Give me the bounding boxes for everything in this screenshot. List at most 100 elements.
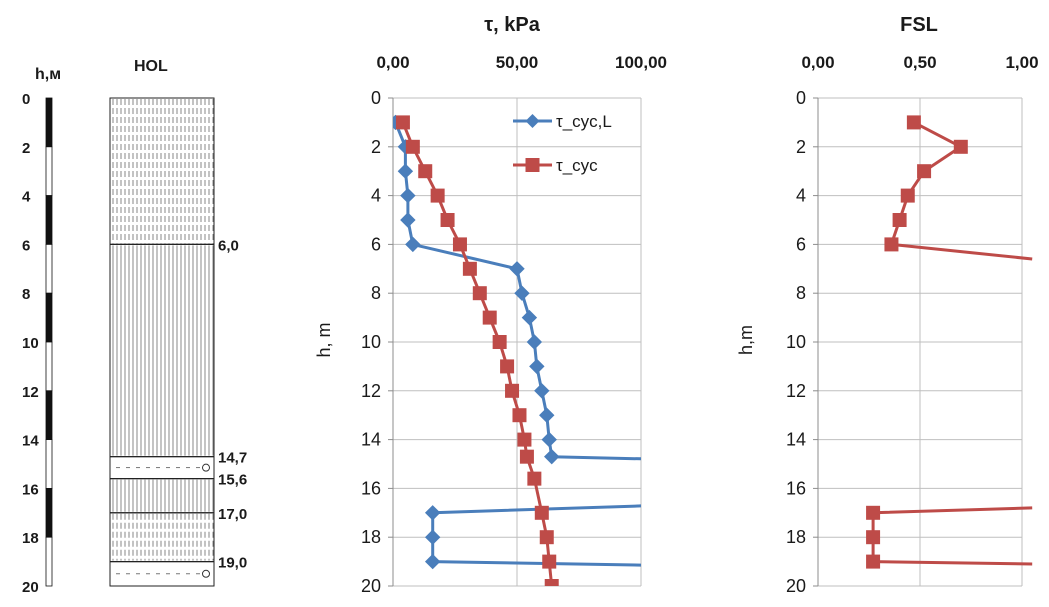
y-tick-label: 0 bbox=[796, 88, 806, 108]
y-tick-label: 8 bbox=[371, 283, 381, 303]
x-tick-label: 50,00 bbox=[496, 53, 539, 72]
tau-chart-series bbox=[393, 114, 641, 586]
depth-tick-label: 16 bbox=[22, 481, 39, 498]
data-point-diamond bbox=[424, 505, 441, 521]
y-tick-label: 20 bbox=[361, 576, 381, 596]
data-point-diamond bbox=[424, 553, 441, 570]
data-point-square bbox=[534, 505, 549, 520]
y-tick-label: 18 bbox=[361, 527, 381, 547]
data-point-diamond bbox=[405, 236, 421, 253]
data-point-square bbox=[866, 530, 881, 545]
depth-scale: 0 2 4 6 8 10 12 14 16 18 20 bbox=[22, 91, 53, 596]
legend-marker-diamond bbox=[525, 114, 540, 128]
column-label: HOL bbox=[134, 58, 168, 75]
data-point-square bbox=[900, 188, 915, 203]
data-point-square bbox=[542, 554, 557, 569]
data-point-square bbox=[452, 237, 467, 252]
tau-chart-y-ticks: 0 2 4 6 8 10 12 14 16 18 20 bbox=[361, 88, 393, 596]
legend-label: τ_cyc bbox=[556, 156, 598, 175]
y-tick-label: 20 bbox=[786, 576, 806, 596]
y-tick-label: 10 bbox=[786, 332, 806, 352]
data-point-square bbox=[395, 115, 410, 130]
y-tick-label: 14 bbox=[361, 430, 381, 450]
legend-marker-square bbox=[525, 158, 540, 172]
legend-label: τ_cyc,L bbox=[556, 112, 612, 131]
depth-scale-segment bbox=[45, 390, 53, 440]
y-tick-label: 6 bbox=[796, 234, 806, 254]
y-tick-label: 18 bbox=[786, 527, 806, 547]
series-line-2 bbox=[401, 121, 554, 586]
data-point-diamond bbox=[514, 285, 530, 301]
x-tick-label: 0,00 bbox=[801, 53, 834, 72]
depth-tick-label: 8 bbox=[22, 286, 30, 303]
data-point-square bbox=[462, 261, 477, 276]
data-point-diamond bbox=[424, 529, 441, 545]
depth-tick-label: 18 bbox=[22, 530, 39, 547]
depth-scale-segment bbox=[45, 341, 53, 392]
gravel-mark bbox=[202, 463, 210, 472]
data-point-diamond bbox=[400, 187, 416, 204]
gravel-mark bbox=[202, 569, 210, 578]
data-point-square bbox=[500, 359, 515, 374]
data-point-square bbox=[539, 530, 554, 545]
data-point-diamond bbox=[539, 407, 555, 423]
data-point-square bbox=[544, 579, 559, 586]
data-point-square bbox=[892, 213, 907, 227]
series-line-1 bbox=[871, 506, 1033, 566]
data-point-square bbox=[440, 213, 455, 227]
y-tick-label: 6 bbox=[371, 234, 381, 254]
y-tick-label: 16 bbox=[786, 478, 806, 498]
data-point-square bbox=[866, 554, 881, 569]
y-tick-label: 16 bbox=[361, 478, 381, 498]
depth-scale-segment bbox=[45, 439, 53, 489]
depth-scale-segment bbox=[45, 97, 53, 148]
data-point-diamond bbox=[534, 383, 550, 399]
soil-column bbox=[109, 97, 215, 587]
depth-tick-label: 2 bbox=[22, 140, 30, 157]
data-point-square bbox=[866, 505, 881, 520]
data-point-square bbox=[906, 115, 921, 130]
fsl-chart-series bbox=[866, 115, 1033, 569]
depth-scale-segment bbox=[45, 536, 53, 587]
depth-scale-segment bbox=[45, 195, 53, 245]
layer-boundary-label: 14,7 bbox=[218, 450, 247, 467]
y-tick-label: 4 bbox=[796, 186, 806, 206]
data-point-diamond bbox=[400, 212, 416, 228]
soil-layer bbox=[109, 512, 215, 563]
layer-boundary-label: 17,0 bbox=[218, 506, 247, 523]
fsl-chart-y-axis-label: h,m bbox=[736, 325, 756, 355]
data-point-diamond bbox=[529, 358, 545, 375]
fsl-chart-y-ticks: 0 2 4 6 8 10 12 14 16 18 20 bbox=[786, 88, 818, 596]
depth-tick-label: 10 bbox=[22, 335, 39, 352]
x-tick-label: 0,00 bbox=[376, 53, 409, 72]
depth-tick-label: 6 bbox=[22, 237, 30, 254]
depth-scale-segment bbox=[45, 243, 53, 294]
data-point-square bbox=[953, 139, 968, 154]
depth-scale-segment bbox=[45, 146, 53, 197]
data-point-square bbox=[418, 164, 433, 179]
data-point-square bbox=[512, 408, 527, 423]
data-point-square bbox=[405, 139, 420, 154]
depth-tick-label: 4 bbox=[22, 189, 31, 206]
tau-chart-title: τ, kPa bbox=[484, 14, 541, 36]
data-point-square bbox=[492, 335, 507, 349]
tau-chart-y-axis-label: h, m bbox=[314, 322, 334, 357]
y-tick-label: 12 bbox=[786, 381, 806, 401]
borehole-log-panel: h,м HOL 0 2 4 6 8 10 12 14 16 18 20 6,0 14,7 15,6 17,… bbox=[22, 58, 247, 596]
data-point-diamond bbox=[521, 309, 538, 326]
depth-scale-segment bbox=[45, 487, 53, 538]
data-point-square bbox=[482, 310, 497, 325]
depth-tick-label: 12 bbox=[22, 384, 39, 401]
depth-tick-label: 20 bbox=[22, 579, 39, 596]
soil-layer bbox=[109, 478, 215, 514]
soil-layer bbox=[109, 243, 215, 458]
tau-chart-legend: τ_cyc,L τ_cyc bbox=[513, 112, 612, 175]
fsl-chart-title: FSL bbox=[900, 14, 938, 36]
y-tick-label: 2 bbox=[796, 137, 806, 157]
data-point-square bbox=[505, 383, 520, 398]
data-point-diamond bbox=[509, 261, 525, 277]
layer-boundary-labels: 6,0 14,7 15,6 17,0 19,0 bbox=[110, 237, 247, 572]
y-tick-label: 2 bbox=[371, 137, 381, 157]
x-tick-label: 100,00 bbox=[615, 53, 667, 72]
